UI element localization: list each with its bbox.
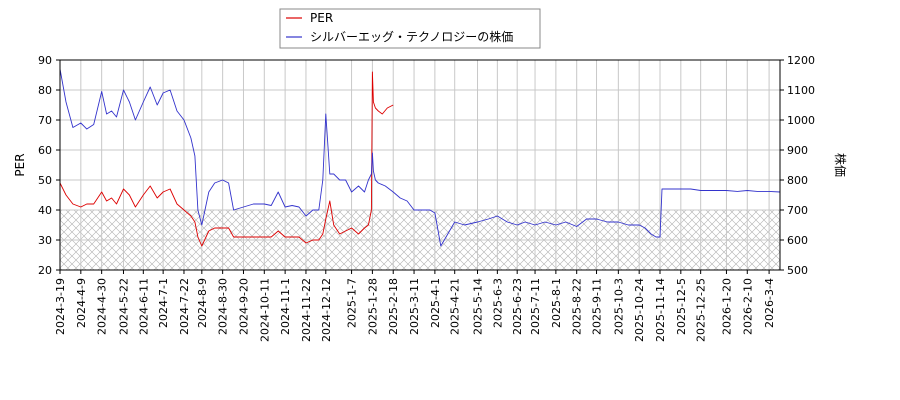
x-tick-label: 2024-7-22: [178, 278, 191, 335]
x-tick-label: 2024-3-19: [54, 278, 67, 335]
x-tick-label: 2025-1-28: [366, 278, 379, 335]
left-tick-label: 90: [38, 54, 52, 67]
x-tick-label: 2024-11-22: [300, 278, 313, 342]
x-tick-label: 2026-1-20: [720, 278, 733, 335]
right-y-axis: 500 600 700 800 900 1000 1100 1200: [780, 54, 815, 277]
x-tick-label: 2025-12-5: [675, 278, 688, 335]
price-line: [60, 68, 780, 247]
x-tick-label: 2025-8-1: [550, 278, 563, 328]
x-tick-label: 2025-4-1: [429, 278, 442, 328]
x-tick-label: 2024-8-30: [217, 278, 230, 335]
right-tick-label: 1100: [787, 84, 815, 97]
right-tick-label: 500: [787, 264, 808, 277]
left-tick-label: 50: [38, 174, 52, 187]
left-y-axis: 20 30 40 50 60 70 80 90: [38, 54, 60, 277]
x-tick-label: 2025-8-22: [571, 278, 584, 335]
x-axis: 2024-3-19 2024-4-9 2024-4-30 2024-5-22 2024-…: [54, 270, 776, 342]
left-axis-label: PER: [13, 153, 27, 176]
legend-label-per: PER: [310, 11, 333, 25]
x-tick-label: 2024-7-1: [157, 278, 170, 328]
x-tick-label: 2026-2-10: [741, 278, 754, 335]
x-tick-label: 2024-4-30: [96, 278, 109, 335]
left-tick-label: 80: [38, 84, 52, 97]
x-tick-label: 2025-9-11: [591, 278, 604, 335]
x-tick-label: 2025-11-14: [654, 278, 667, 342]
x-tick-label: 2024-12-12: [320, 278, 333, 342]
x-tick-label: 2025-6-3: [491, 278, 504, 328]
plot-frame: [59, 59, 781, 271]
right-tick-label: 1000: [787, 114, 815, 127]
x-tick-label: 2024-8-9: [196, 278, 209, 328]
x-tick-label: 2024-6-11: [137, 278, 150, 335]
x-tick-label: 2024-9-20: [237, 278, 250, 335]
right-tick-label: 1200: [787, 54, 815, 67]
x-tick-label: 2025-5-14: [472, 278, 485, 335]
left-tick-label: 60: [38, 144, 52, 157]
right-tick-label: 700: [787, 204, 808, 217]
x-tick-label: 2025-2-18: [387, 278, 400, 335]
right-tick-label: 900: [787, 144, 808, 157]
legend-box: [279, 8, 541, 49]
right-tick-label: 600: [787, 234, 808, 247]
right-tick-label: 800: [787, 174, 808, 187]
left-tick-label: 70: [38, 114, 52, 127]
series-lines: [60, 68, 780, 247]
x-tick-label: 2024-10-11: [258, 278, 271, 342]
right-axis-label: 株価: [833, 153, 848, 177]
x-tick-label: 2025-12-25: [695, 278, 708, 342]
per-line: [60, 71, 394, 247]
x-tick-label: 2025-6-23: [511, 278, 524, 335]
legend: PER シルバーエッグ・テクノロジーの株価: [279, 8, 541, 49]
x-tick-label: 2025-7-11: [529, 278, 542, 335]
x-tick-label: 2024-5-22: [117, 278, 130, 335]
x-tick-label: 2025-4-21: [449, 278, 462, 335]
x-tick-label: 2025-1-7: [346, 278, 359, 328]
x-tick-label: 2026-3-4: [763, 278, 776, 328]
left-tick-label: 30: [38, 234, 52, 247]
x-tick-label: 2025-10-24: [633, 278, 646, 342]
x-tick-label: 2025-3-11: [408, 278, 421, 335]
x-tick-label: 2024-11-1: [279, 278, 292, 335]
x-tick-label: 2025-10-3: [612, 278, 625, 335]
legend-label-price: シルバーエッグ・テクノロジーの株価: [310, 29, 513, 44]
left-tick-label: 20: [38, 264, 52, 277]
left-tick-label: 40: [38, 204, 52, 217]
x-tick-label: 2024-4-9: [75, 278, 88, 328]
